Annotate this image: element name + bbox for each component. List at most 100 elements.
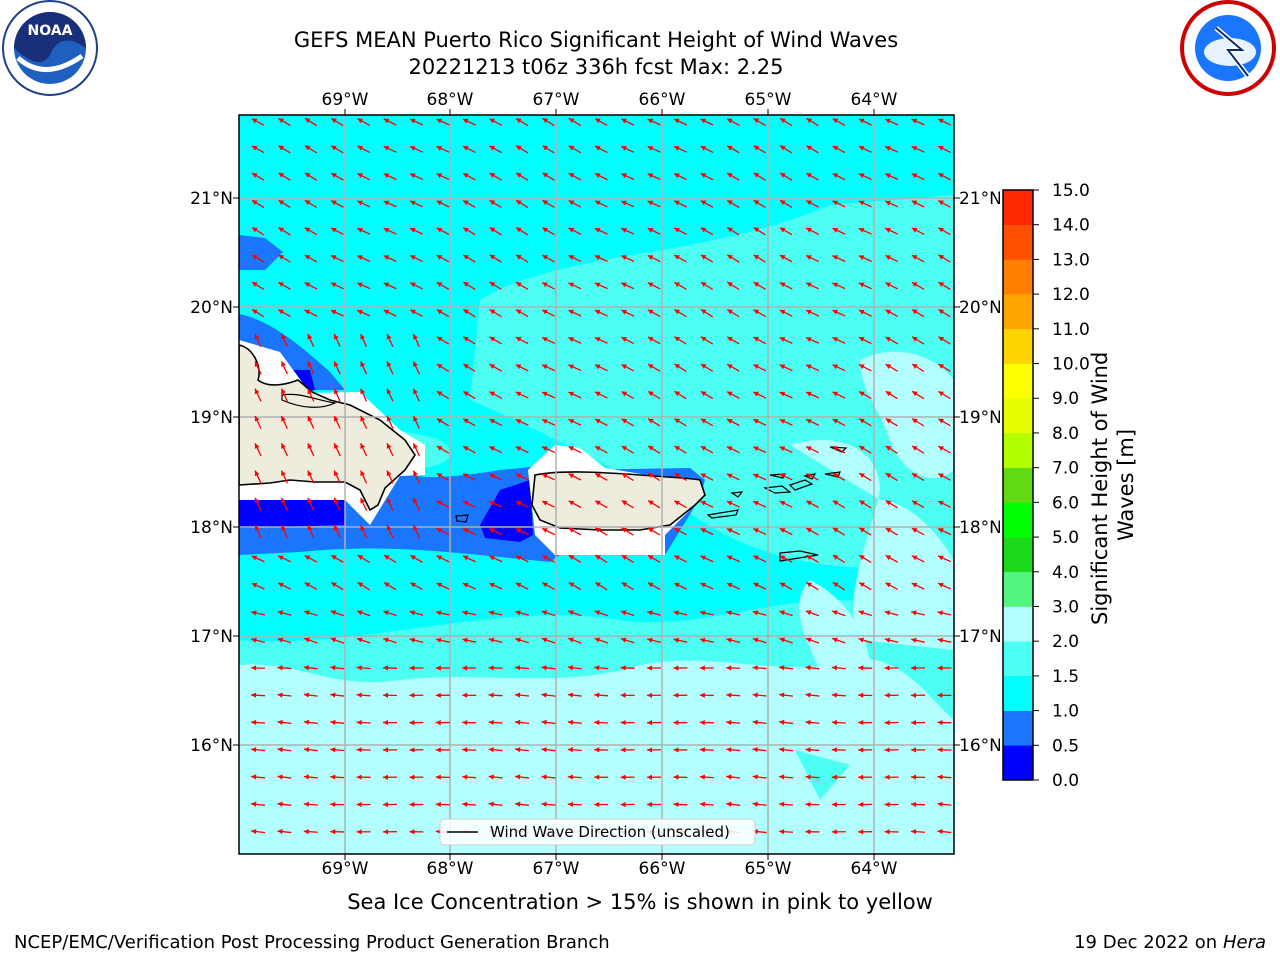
wave-direction-arrow [541, 582, 555, 591]
wave-direction-arrow [541, 336, 555, 345]
wave-direction-arrow [674, 308, 687, 318]
wave-direction-arrow [360, 388, 368, 402]
wave-direction-arrow [488, 610, 503, 616]
wave-direction-arrow [436, 118, 450, 126]
wave-direction-arrow [412, 524, 420, 539]
wave-direction-arrow [330, 172, 344, 181]
wave-direction-arrow [251, 118, 265, 126]
wave-direction-arrow [938, 227, 951, 236]
wave-direction-arrow [779, 446, 793, 454]
wave-direction-arrow [884, 829, 899, 835]
wave-direction-arrow [409, 610, 424, 616]
wave-direction-arrow [436, 390, 450, 400]
wave-direction-arrow [567, 692, 582, 698]
wave-direction-arrow [911, 445, 925, 454]
wave-direction-arrow [726, 582, 740, 590]
wave-direction-arrow [594, 472, 608, 481]
wave-direction-arrow [356, 719, 371, 726]
wave-direction-arrow [541, 665, 556, 671]
wave-direction-arrow [885, 527, 898, 536]
wave-direction-arrow [330, 117, 344, 127]
lon-label-bottom: 67°W [533, 859, 580, 879]
lon-label-bottom: 66°W [639, 859, 686, 879]
wave-direction-arrow [885, 472, 898, 482]
colorbar-label-line-2: Waves [m] [1114, 429, 1138, 541]
wave-direction-arrow [726, 637, 741, 644]
wave-direction-arrow [515, 254, 529, 263]
wave-direction-arrow [858, 527, 872, 536]
wave-direction-arrow [541, 418, 556, 426]
wave-direction-arrow [937, 774, 952, 780]
wave-direction-arrow [646, 692, 662, 698]
wave-direction-arrow [254, 333, 262, 348]
wave-direction-arrow [937, 747, 952, 753]
wave-direction-arrow [726, 281, 740, 291]
wave-direction-arrow [386, 442, 394, 457]
wave-direction-arrow [303, 719, 318, 725]
wave-direction-arrow [330, 719, 345, 725]
wave-direction-arrow [831, 665, 846, 671]
wave-direction-arrow [251, 582, 265, 590]
wave-direction-arrow [360, 497, 368, 511]
wave-direction-arrow [885, 445, 898, 454]
wave-direction-arrow [409, 829, 424, 835]
wave-direction-arrow [779, 309, 793, 317]
wave-direction-arrow [805, 418, 820, 426]
wave-direction-arrow [646, 720, 662, 726]
wave-direction-arrow [938, 281, 951, 291]
wave-direction-arrow [779, 199, 793, 209]
wave-direction-arrow [277, 692, 292, 698]
wave-direction-arrow [779, 527, 793, 536]
wave-direction-arrow [647, 227, 661, 235]
wave-direction-arrow [462, 254, 476, 263]
wave-direction-arrow [307, 361, 315, 375]
wave-direction-arrow [805, 692, 820, 698]
wave-direction-arrow [409, 118, 424, 126]
wave-direction-arrow [251, 199, 265, 209]
wave-direction-arrow [280, 470, 288, 484]
wave-direction-arrow [911, 500, 925, 509]
wave-direction-arrow [409, 254, 423, 263]
wave-direction-arrow [647, 801, 661, 808]
wave-direction-arrow [858, 801, 873, 808]
wave-direction-arrow [726, 145, 740, 154]
wave-direction-arrow [568, 527, 582, 536]
wave-direction-arrow [858, 118, 872, 126]
wave-direction-arrow [568, 309, 582, 317]
wave-direction-arrow [726, 473, 740, 481]
wave-direction-arrow [621, 581, 634, 591]
wave-direction-arrow [805, 282, 820, 290]
wave-direction-arrow [541, 692, 556, 698]
wave-direction-arrow [307, 470, 315, 484]
wave-direction-arrow [753, 117, 766, 127]
wave-direction-arrow [621, 472, 634, 482]
wave-direction-arrow [647, 527, 661, 536]
wave-direction-arrow [753, 145, 766, 154]
wave-direction-arrow [858, 418, 872, 427]
wave-direction-arrow [911, 281, 925, 290]
wave-direction-arrow [831, 637, 846, 644]
wave-direction-arrow [726, 118, 740, 126]
wave-direction-arrow [753, 254, 766, 263]
wave-direction-arrow [568, 145, 582, 154]
wave-direction-arrow [303, 637, 318, 644]
colorbar-swatch [1003, 363, 1033, 399]
wave-direction-arrow [333, 442, 341, 457]
wave-direction-arrow [277, 774, 292, 780]
wave-direction-arrow [277, 665, 292, 671]
colorbar-swatch [1003, 745, 1033, 781]
wave-direction-arrow [541, 637, 556, 644]
wave-direction-arrow [594, 719, 609, 726]
colorbar-tick-label: 15.0 [1052, 181, 1090, 201]
wave-direction-arrow [726, 774, 741, 780]
wave-direction-arrow [488, 500, 503, 508]
wave-direction-arrow [250, 801, 266, 807]
wave-direction-arrow [515, 117, 529, 127]
colorbar-swatch [1003, 537, 1033, 573]
wave-direction-arrow [885, 554, 899, 563]
wave-direction-arrow [621, 309, 635, 317]
wave-direction-arrow [806, 117, 819, 127]
wave-direction-arrow [435, 747, 450, 753]
wave-direction-arrow [594, 200, 608, 208]
wave-direction-arrow [726, 665, 741, 671]
